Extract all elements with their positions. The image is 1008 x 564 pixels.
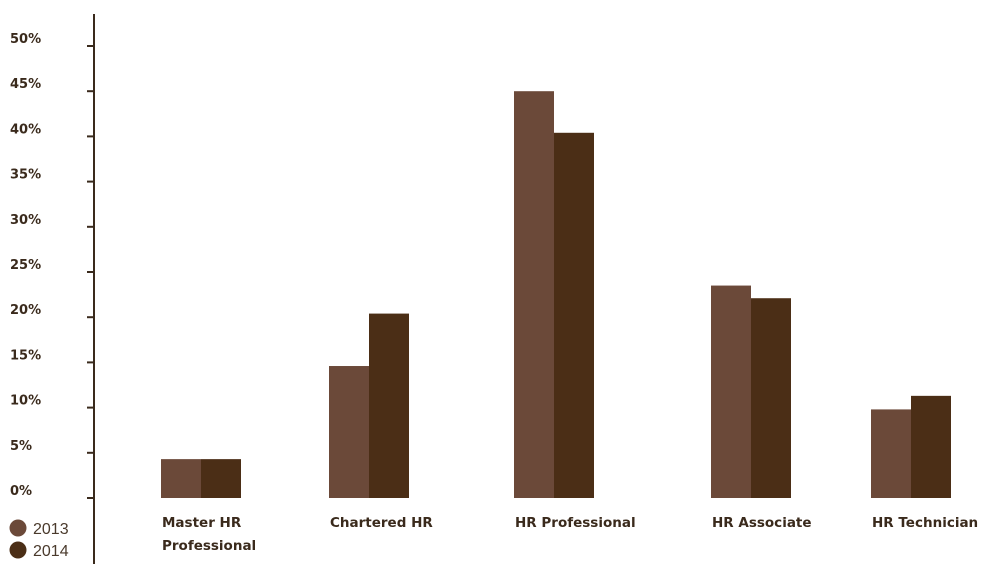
category-label: HR Professional	[515, 515, 636, 531]
legend: 2013 2014	[9, 519, 69, 560]
bar-2014	[911, 395, 951, 498]
bar-2014	[201, 459, 241, 498]
bar-2014	[751, 298, 791, 498]
y-tick-label: 35%	[10, 168, 41, 183]
y-axis-ticks: 0% 5% 10% 15% 20% 25% 30% 35% 40% 45% 50%	[10, 32, 94, 499]
y-tick-label: 20%	[10, 303, 41, 318]
y-tick-label: 45%	[10, 77, 41, 92]
bar-2013	[161, 459, 201, 498]
bar-2013	[514, 91, 554, 498]
y-tick-label: 0%	[10, 484, 32, 499]
y-tick-label: 25%	[10, 258, 41, 273]
y-tick-label: 40%	[10, 122, 41, 137]
category-label: HR Technician	[872, 515, 978, 531]
bar-2013	[329, 366, 369, 498]
y-tick-label: 15%	[10, 348, 41, 363]
category-label: Professional	[162, 538, 256, 554]
category-label: HR Associate	[712, 515, 812, 531]
bar-2014	[369, 313, 409, 498]
y-tick-label: 50%	[10, 32, 41, 47]
legend-marker-2013	[9, 519, 27, 537]
y-tick-label: 5%	[10, 439, 32, 454]
legend-label: 2013	[33, 521, 69, 538]
y-tick-label: 10%	[10, 394, 41, 409]
legend-label: 2014	[33, 543, 69, 560]
category-label: Chartered HR	[330, 515, 433, 531]
bar-series	[161, 91, 951, 498]
category-labels: Master HR Professional Chartered HR HR Prof…	[162, 515, 978, 554]
bar-2013	[871, 409, 911, 498]
category-label: Master HR	[162, 515, 242, 531]
y-tick-label: 30%	[10, 213, 41, 228]
bar-2013	[711, 285, 751, 498]
bar-2014	[554, 132, 594, 498]
legend-marker-2014	[9, 541, 27, 559]
